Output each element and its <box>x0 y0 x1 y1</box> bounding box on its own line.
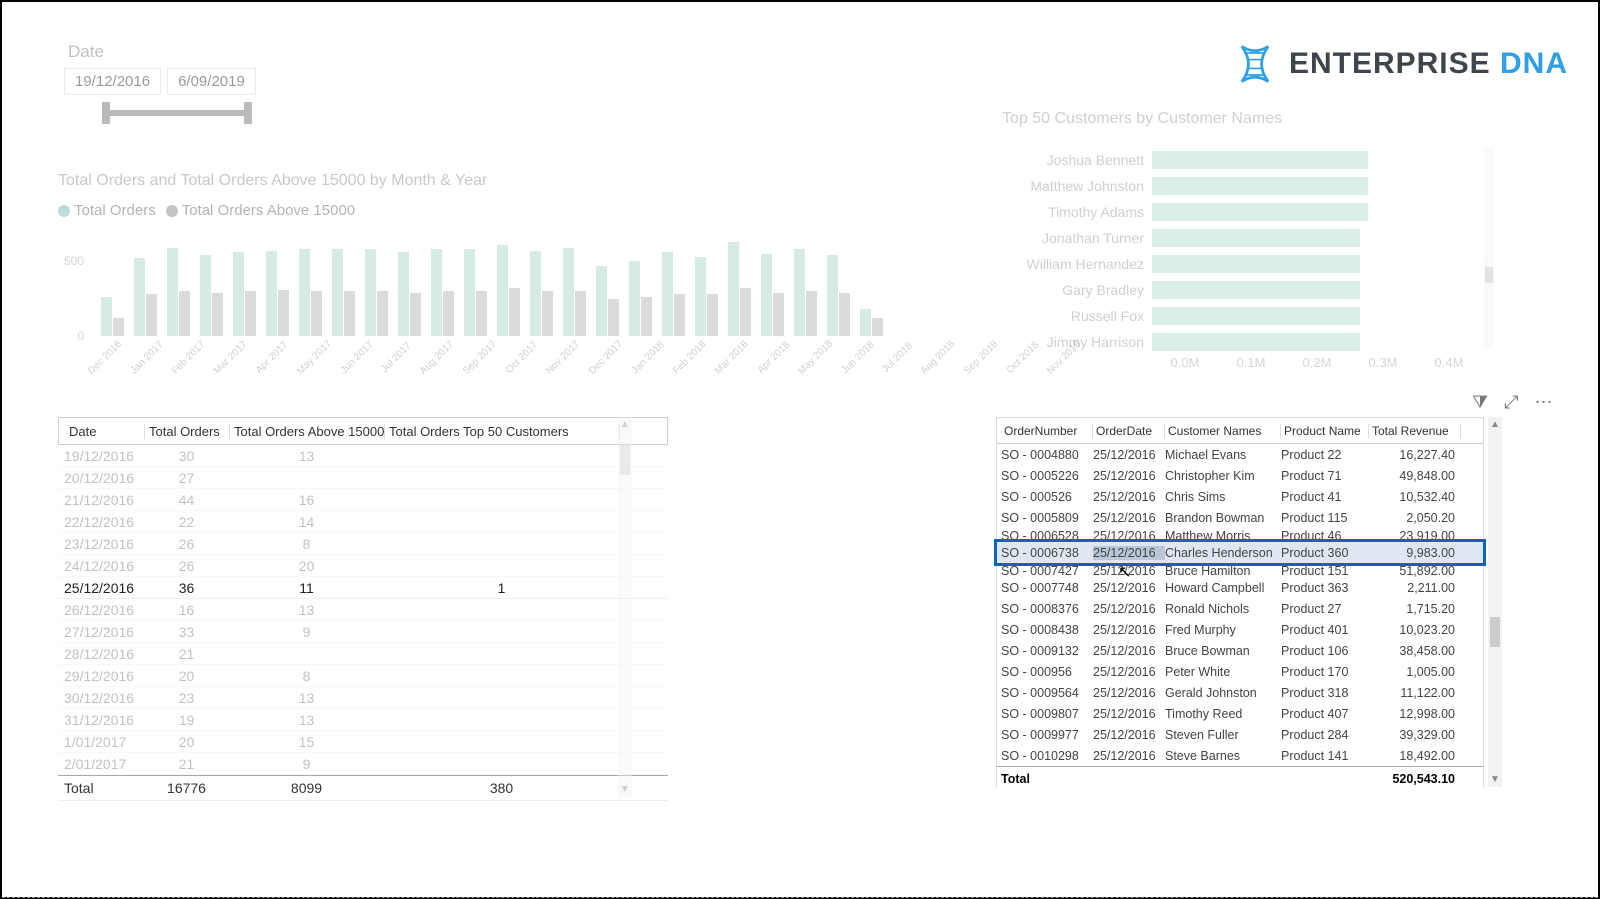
bar-chart[interactable]: 0500 Dec 2016Jan 2017Feb 2017Mar 2017Apr… <box>58 224 888 374</box>
orders-by-date-table[interactable]: Date Total Orders Total Orders Above 150… <box>58 417 668 797</box>
bar-group[interactable] <box>393 252 426 336</box>
table-row[interactable]: SO - 000673825/12/2016Charles HendersonP… <box>997 542 1483 563</box>
table-row[interactable]: 19/12/20163013 <box>58 445 668 467</box>
date-end-input[interactable]: 6/09/2019 <box>167 68 256 95</box>
bar-group[interactable] <box>822 255 855 336</box>
table-row[interactable]: 29/12/2016208 <box>58 665 668 687</box>
logo: ENTERPRISE DNA <box>1233 42 1568 86</box>
table-row[interactable]: SO - 000980725/12/2016Timothy ReedProduc… <box>997 703 1483 724</box>
bar-group[interactable] <box>294 249 327 336</box>
table-row[interactable]: SO - 000837625/12/2016Ronald NicholsProd… <box>997 598 1483 619</box>
bar-group[interactable] <box>459 249 492 336</box>
scrollbar[interactable] <box>1484 147 1494 347</box>
bar-group[interactable] <box>228 252 261 336</box>
date-slicer-label: Date <box>68 42 104 62</box>
cursor-icon: ↖ <box>1118 562 1131 582</box>
table-row[interactable]: 2/01/2017219 <box>58 753 668 775</box>
table-row[interactable]: 23/12/2016268 <box>58 533 668 555</box>
table-row[interactable]: SO - 000774825/12/2016Howard CampbellPro… <box>997 577 1483 598</box>
bar-group[interactable] <box>327 249 360 336</box>
table-row[interactable]: SO - 000956425/12/2016Gerald JohnstonPro… <box>997 682 1483 703</box>
focus-icon[interactable]: ⤢ <box>1504 392 1518 413</box>
bar-group[interactable] <box>525 251 558 336</box>
table-row[interactable]: SO - 000652825/12/2016Matthew MorrisProd… <box>997 528 1483 542</box>
table-row[interactable]: SO - 00052625/12/2016Chris SimsProduct 4… <box>997 486 1483 507</box>
scrollbar[interactable]: ▲ ▼ <box>618 417 632 797</box>
table-row[interactable]: SO - 001029825/12/2016Steve BarnesProduc… <box>997 745 1483 766</box>
filter-icon[interactable]: ⧩ <box>1472 392 1488 413</box>
bar-group[interactable] <box>690 257 723 336</box>
bar-group[interactable] <box>129 258 162 336</box>
table-row[interactable]: SO - 000843825/12/2016Fred MurphyProduct… <box>997 619 1483 640</box>
hbar-row[interactable]: Joshua Bennett <box>1002 147 1482 173</box>
table-footer: Total 520,543.10 <box>997 766 1483 790</box>
top-customers-chart[interactable]: Joshua BennettMatthew JohnstonTimothy Ad… <box>1002 147 1482 372</box>
bar-group[interactable] <box>723 242 756 336</box>
hbar-row[interactable]: Matthew Johnston <box>1002 173 1482 199</box>
bar-group[interactable] <box>162 248 195 336</box>
hbar-row[interactable]: Russell Fox <box>1002 303 1482 329</box>
table-row[interactable]: 31/12/20161913 <box>58 709 668 731</box>
bar-group[interactable] <box>492 245 525 336</box>
hbar-row[interactable]: William Hernandez <box>1002 251 1482 277</box>
date-start-input[interactable]: 19/12/2016 <box>64 68 161 95</box>
more-icon[interactable]: ⋯ <box>1534 392 1552 413</box>
bar-group[interactable] <box>624 261 657 336</box>
bar-chart-legend: Total Orders Total Orders Above 15000 <box>58 202 355 219</box>
hbar-row[interactable]: Gary Bradley <box>1002 277 1482 303</box>
table-header: Date Total Orders Total Orders Above 150… <box>58 417 668 445</box>
scrollbar[interactable]: ▲ ▼ <box>1488 417 1502 787</box>
table-row[interactable]: 20/12/201627 <box>58 467 668 489</box>
table-footer: Total 16776 8099 380 <box>58 775 668 801</box>
table-header: OrderNumber OrderDate Customer Names Pro… <box>997 418 1483 444</box>
bar-group[interactable] <box>756 254 789 336</box>
table-row[interactable]: 1/01/20172015 <box>58 731 668 753</box>
bar-group[interactable] <box>657 252 690 336</box>
bar-group[interactable] <box>195 255 228 336</box>
table-row[interactable]: SO - 000522625/12/2016Christopher KimPro… <box>997 465 1483 486</box>
table-row[interactable]: SO - 000913225/12/2016Bruce BowmanProduc… <box>997 640 1483 661</box>
hbar-row[interactable]: Timothy Adams <box>1002 199 1482 225</box>
table-row[interactable]: 26/12/20161613 <box>58 599 668 621</box>
table-row[interactable]: 24/12/20162620 <box>58 555 668 577</box>
bar-group[interactable] <box>261 251 294 336</box>
table-row[interactable]: 30/12/20162313 <box>58 687 668 709</box>
slider-handle-right[interactable] <box>244 102 252 124</box>
bar-group[interactable] <box>789 249 822 336</box>
table-row[interactable]: SO - 00095625/12/2016Peter WhiteProduct … <box>997 661 1483 682</box>
bar-group[interactable] <box>96 297 129 336</box>
hbar-row[interactable]: Jonathan Turner <box>1002 225 1482 251</box>
bar-group[interactable] <box>558 248 591 336</box>
bar-group[interactable] <box>855 309 888 336</box>
table-row[interactable]: SO - 000742725/12/2016Bruce HamiltonProd… <box>997 563 1483 577</box>
order-detail-table[interactable]: OrderNumber OrderDate Customer Names Pro… <box>996 417 1484 787</box>
date-slider[interactable] <box>102 110 252 116</box>
table-row[interactable]: 22/12/20162214 <box>58 511 668 533</box>
table-row[interactable]: 21/12/20164416 <box>58 489 668 511</box>
dna-icon <box>1233 42 1277 86</box>
bar-group[interactable] <box>591 266 624 336</box>
hbar-row[interactable]: Jimmy Harrison <box>1002 329 1482 355</box>
bar-chart-title: Total Orders and Total Orders Above 1500… <box>58 172 487 190</box>
table-row[interactable]: 27/12/2016339 <box>58 621 668 643</box>
table-row[interactable]: 25/12/201636111 <box>58 577 668 599</box>
table-row[interactable]: 28/12/201621 <box>58 643 668 665</box>
bar-group[interactable] <box>360 249 393 336</box>
table-row[interactable]: SO - 000997725/12/2016Steven FullerProdu… <box>997 724 1483 745</box>
table-row[interactable]: SO - 000488025/12/2016Michael EvansProdu… <box>997 444 1483 465</box>
slider-handle-left[interactable] <box>102 102 110 124</box>
table-row[interactable]: SO - 000580925/12/2016Brandon BowmanProd… <box>997 507 1483 528</box>
bar-group[interactable] <box>426 249 459 336</box>
hbar-title: Top 50 Customers by Customer Names <box>1002 110 1282 128</box>
